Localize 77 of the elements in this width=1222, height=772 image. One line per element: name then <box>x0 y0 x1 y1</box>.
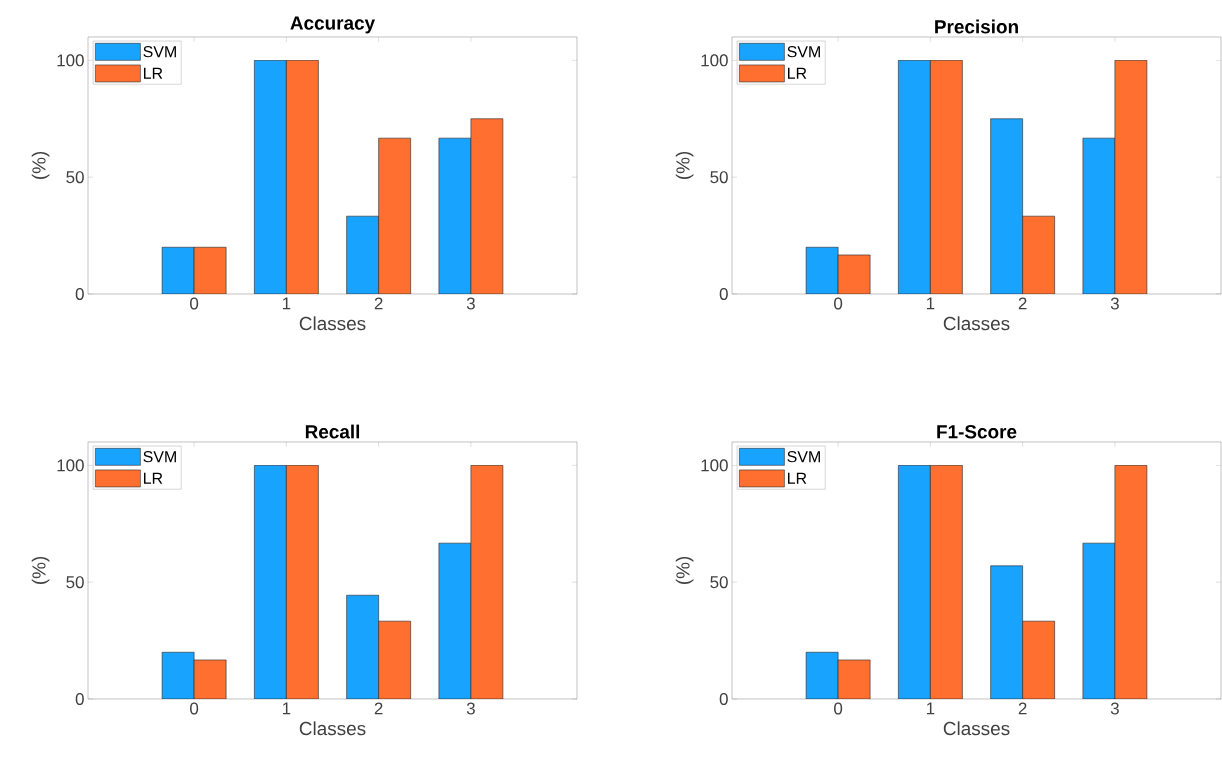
x-tick-label: 0 <box>834 297 843 310</box>
legend-label: SVM <box>143 46 176 58</box>
y-tick-label: 0 <box>75 692 84 705</box>
bar <box>806 247 839 294</box>
chart-title: Accuracy <box>290 16 375 34</box>
bar <box>378 138 411 294</box>
y-axis-title: (%) <box>675 556 694 585</box>
y-tick-label: 100 <box>57 459 84 472</box>
bar <box>806 652 839 699</box>
y-tick-label: 0 <box>719 287 728 300</box>
x-axis-title: Classes <box>943 316 1010 331</box>
x-tick-label: 2 <box>1018 297 1027 310</box>
x-axis-title: Classes <box>943 721 1010 736</box>
bar <box>930 60 963 294</box>
bar <box>346 216 379 294</box>
bar <box>990 118 1023 294</box>
y-tick-label: 0 <box>719 692 728 705</box>
y-tick-label: 100 <box>57 54 84 67</box>
x-axis-title: Classes <box>299 316 366 331</box>
x-tick-label: 3 <box>1110 702 1119 715</box>
x-tick-label: 0 <box>834 702 843 715</box>
bar <box>898 60 931 294</box>
x-tick-label: 3 <box>466 702 475 715</box>
y-tick-label: 50 <box>710 171 728 184</box>
y-tick-label: 0 <box>75 287 84 300</box>
bar <box>1082 542 1116 699</box>
x-tick-label: 2 <box>1018 702 1027 715</box>
bar <box>286 465 319 699</box>
bar <box>194 247 227 294</box>
bar <box>1114 60 1148 294</box>
legend-label: SVM <box>787 451 820 463</box>
x-tick-label: 2 <box>374 702 383 715</box>
bar <box>990 565 1023 699</box>
x-tick-label: 3 <box>1110 297 1119 310</box>
y-tick-label: 50 <box>710 576 728 589</box>
bar <box>438 542 472 699</box>
chart-title: Precision <box>935 19 1018 34</box>
legend-label: LR <box>788 67 807 79</box>
y-axis-title: (%) <box>31 556 50 585</box>
y-tick-label: 50 <box>66 576 84 589</box>
chart-title: Recall <box>305 424 360 439</box>
bar <box>1022 216 1055 294</box>
x-tick-label: 1 <box>926 297 935 310</box>
bar <box>162 247 195 294</box>
bar <box>470 465 504 699</box>
bar <box>162 652 195 699</box>
x-axis-title: Classes <box>299 721 366 736</box>
chart-title: F1-Score <box>937 425 1017 439</box>
bar <box>930 465 963 699</box>
legend-label: LR <box>144 67 163 79</box>
legend-label: LR <box>788 472 807 484</box>
x-tick-label: 1 <box>282 297 291 310</box>
y-axis-title: (%) <box>675 151 694 180</box>
bar <box>1022 621 1055 699</box>
bar <box>286 60 319 294</box>
x-tick-label: 3 <box>466 297 475 310</box>
bar <box>898 465 931 699</box>
x-tick-label: 1 <box>926 702 935 715</box>
y-tick-label: 50 <box>66 171 84 184</box>
bar <box>1114 465 1148 699</box>
x-tick-label: 2 <box>374 297 383 310</box>
y-tick-label: 100 <box>701 54 728 67</box>
x-tick-label: 1 <box>282 702 291 715</box>
bar <box>470 118 504 294</box>
bar <box>438 137 472 294</box>
legend-label: LR <box>144 472 163 484</box>
y-axis-title: (%) <box>31 151 50 180</box>
bar <box>378 621 411 699</box>
bar <box>254 60 287 294</box>
bar <box>1082 137 1116 294</box>
legend-label: SVM <box>143 451 176 463</box>
x-tick-label: 0 <box>190 297 199 310</box>
x-tick-label: 0 <box>190 702 199 715</box>
y-tick-label: 100 <box>701 459 728 472</box>
legend-label: SVM <box>787 46 820 58</box>
bar <box>346 595 379 699</box>
bar <box>254 465 287 699</box>
